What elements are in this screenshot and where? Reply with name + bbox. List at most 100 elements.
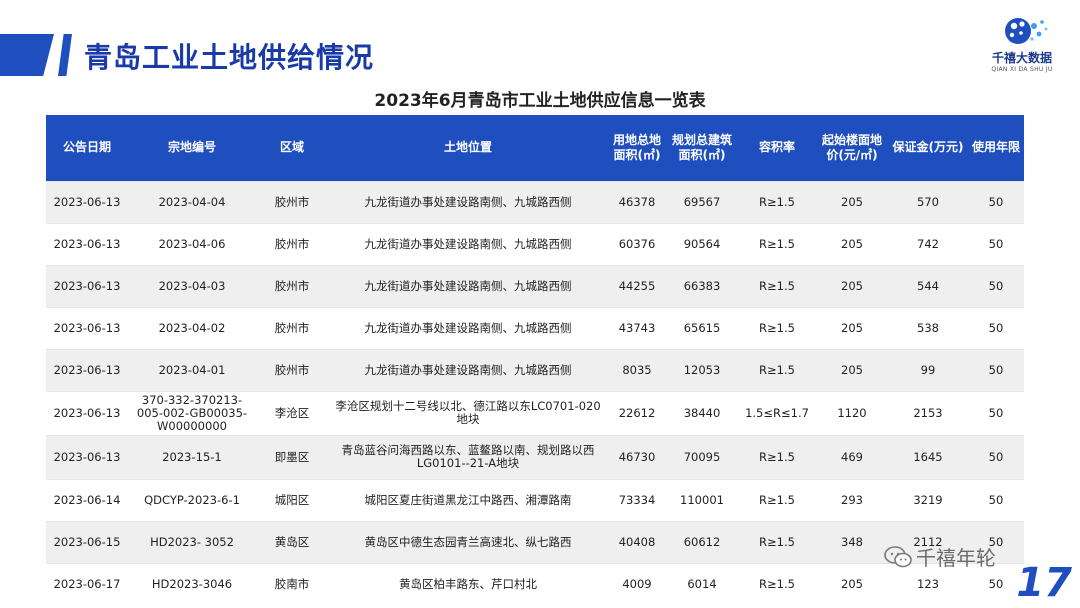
- table-cell: 205: [816, 222, 888, 265]
- table-cell: 348: [816, 520, 888, 563]
- table-cell: 110001: [666, 478, 738, 521]
- table-cell: 50: [968, 520, 1024, 563]
- table-cell: 293: [816, 478, 888, 521]
- table-cell: 40408: [608, 520, 666, 563]
- table-cell: HD2023-3046: [128, 562, 256, 605]
- table-cell: 205: [816, 180, 888, 223]
- table-cell: 6014: [666, 562, 738, 605]
- table-caption: 2023年6月青岛市工业土地供应信息一览表: [374, 91, 706, 111]
- table-row: 2023-06-15 HD2023- 3052 黄岛区 黄岛区中德生态园青兰高速北、纵…: [46, 520, 1024, 563]
- table-cell: 2023-04-04: [128, 180, 256, 223]
- header-cell: 土地位置: [328, 115, 608, 181]
- header-cell: 使用年限: [968, 115, 1024, 181]
- table-cell: 李沧区: [256, 390, 328, 435]
- table-cell: 69567: [666, 180, 738, 223]
- table-row: 2023-06-13 2023-04-04 胶州市 九龙街道办事处建设路南侧、九城路西…: [46, 180, 1024, 223]
- wechat-icon: [884, 545, 912, 567]
- table-cell: 50: [968, 478, 1024, 521]
- table-cell: 205: [816, 562, 888, 605]
- table-cell: 2023-06-13: [46, 348, 128, 391]
- table-cell: 城阳区夏庄街道黑龙江中路西、湘潭路南: [328, 478, 608, 521]
- table-row: 2023-06-13 2023-04-03 胶州市 九龙街道办事处建设路南侧、九城路西…: [46, 264, 1024, 307]
- table-row: 2023-06-17 HD2023-3046 胶南市 黄岛区柏丰路东、芹口村北 4009…: [46, 562, 1024, 605]
- table-cell: 370-332-370213-005-002-GB00035-W00000000: [128, 390, 256, 435]
- table-cell: 2023-06-13: [46, 306, 128, 349]
- table-cell: 90564: [666, 222, 738, 265]
- table-cell: 22612: [608, 390, 666, 435]
- table-cell: 4009: [608, 562, 666, 605]
- table-cell: 70095: [666, 434, 738, 479]
- table-cell: 65615: [666, 306, 738, 349]
- table-cell: 742: [888, 222, 968, 265]
- header-cell: 规划总建筑面积(㎡): [666, 115, 738, 181]
- land-supply-table: 公告日期 宗地编号 区域 土地位置 用地总地面积(㎡) 规划总建筑面积(㎡) 容…: [46, 115, 1024, 605]
- table-cell: 胶州市: [256, 348, 328, 391]
- table-cell: 8035: [608, 348, 666, 391]
- table-row: 2023-06-14 QDCYP-2023-6-1 城阳区 城阳区夏庄街道黑龙江中路西…: [46, 478, 1024, 521]
- table-cell: 50: [968, 562, 1024, 605]
- table-cell: 2023-06-13: [46, 180, 128, 223]
- table-cell: 黄岛区中德生态园青兰高速北、纵七路西: [328, 520, 608, 563]
- table-cell: 205: [816, 348, 888, 391]
- table-cell: 九龙街道办事处建设路南侧、九城路西侧: [328, 222, 608, 265]
- table-cell: 50: [968, 264, 1024, 307]
- table-cell: R≥1.5: [738, 222, 816, 265]
- table-cell: 九龙街道办事处建设路南侧、九城路西侧: [328, 180, 608, 223]
- table-cell: 2153: [888, 390, 968, 435]
- header-cell: 用地总地面积(㎡): [608, 115, 666, 181]
- table-cell: 2023-04-01: [128, 348, 256, 391]
- table-cell: 99: [888, 348, 968, 391]
- table-cell: R≥1.5: [738, 434, 816, 479]
- table-cell: 胶州市: [256, 180, 328, 223]
- logo-text: 千禧大数据: [991, 51, 1052, 65]
- table-cell: 2023-06-13: [46, 434, 128, 479]
- table-cell: R≥1.5: [738, 520, 816, 563]
- table-cell: QDCYP-2023-6-1: [128, 478, 256, 521]
- table-cell: 胶州市: [256, 264, 328, 307]
- watermark-text: 千禧年轮: [916, 546, 996, 570]
- table-cell: 2023-06-13: [46, 390, 128, 435]
- table-cell: HD2023- 3052: [128, 520, 256, 563]
- table-cell: 50: [968, 348, 1024, 391]
- header-cell: 区域: [256, 115, 328, 181]
- table-cell: 2023-06-15: [46, 520, 128, 563]
- table-cell: 46730: [608, 434, 666, 479]
- logo-dots-icon: [1005, 18, 1048, 44]
- table-cell: 2023-06-14: [46, 478, 128, 521]
- table-cell: 50: [968, 434, 1024, 479]
- table-cell: 2023-06-13: [46, 222, 128, 265]
- table-cell: 38440: [666, 390, 738, 435]
- table-cell: 50: [968, 180, 1024, 223]
- table-cell: 九龙街道办事处建设路南侧、九城路西侧: [328, 306, 608, 349]
- table-cell: 544: [888, 264, 968, 307]
- table-cell: 胶州市: [256, 306, 328, 349]
- table-cell: 73334: [608, 478, 666, 521]
- table-cell: 60612: [666, 520, 738, 563]
- table-cell: R≥1.5: [738, 562, 816, 605]
- table-cell: 44255: [608, 264, 666, 307]
- table-cell: 2023-04-03: [128, 264, 256, 307]
- table-row: 2023-06-13 370-332-370213-005-002-GB00035…: [46, 390, 1024, 435]
- table-cell: 城阳区: [256, 478, 328, 521]
- header-cell: 公告日期: [46, 115, 128, 181]
- table-cell: 2023-06-17: [46, 562, 128, 605]
- page-number: 17: [1016, 560, 1072, 606]
- table-cell: 九龙街道办事处建设路南侧、九城路西侧: [328, 264, 608, 307]
- logo-subtext: QIAN XI DA SHU JU: [991, 66, 1053, 73]
- table-cell: 123: [888, 562, 968, 605]
- table-cell: 50: [968, 222, 1024, 265]
- table-cell: 469: [816, 434, 888, 479]
- header-cell: 宗地编号: [128, 115, 256, 181]
- watermark: 千禧年轮: [884, 542, 996, 571]
- table-cell: 3219: [888, 478, 968, 521]
- table-cell: 205: [816, 264, 888, 307]
- table-cell: 570: [888, 180, 968, 223]
- table-header-row: 公告日期 宗地编号 区域 土地位置 用地总地面积(㎡) 规划总建筑面积(㎡) 容…: [46, 115, 1024, 181]
- table-row: 2023-06-13 2023-04-02 胶州市 九龙街道办事处建设路南侧、九城路西…: [46, 306, 1024, 349]
- table-cell: 50: [968, 390, 1024, 435]
- table-row: 2023-06-13 2023-04-06 胶州市 九龙街道办事处建设路南侧、九城路西…: [46, 222, 1024, 265]
- table-cell: R≥1.5: [738, 478, 816, 521]
- table-cell: 即墨区: [256, 434, 328, 479]
- header-bar-wide: [0, 34, 54, 76]
- table-cell: R≥1.5: [738, 348, 816, 391]
